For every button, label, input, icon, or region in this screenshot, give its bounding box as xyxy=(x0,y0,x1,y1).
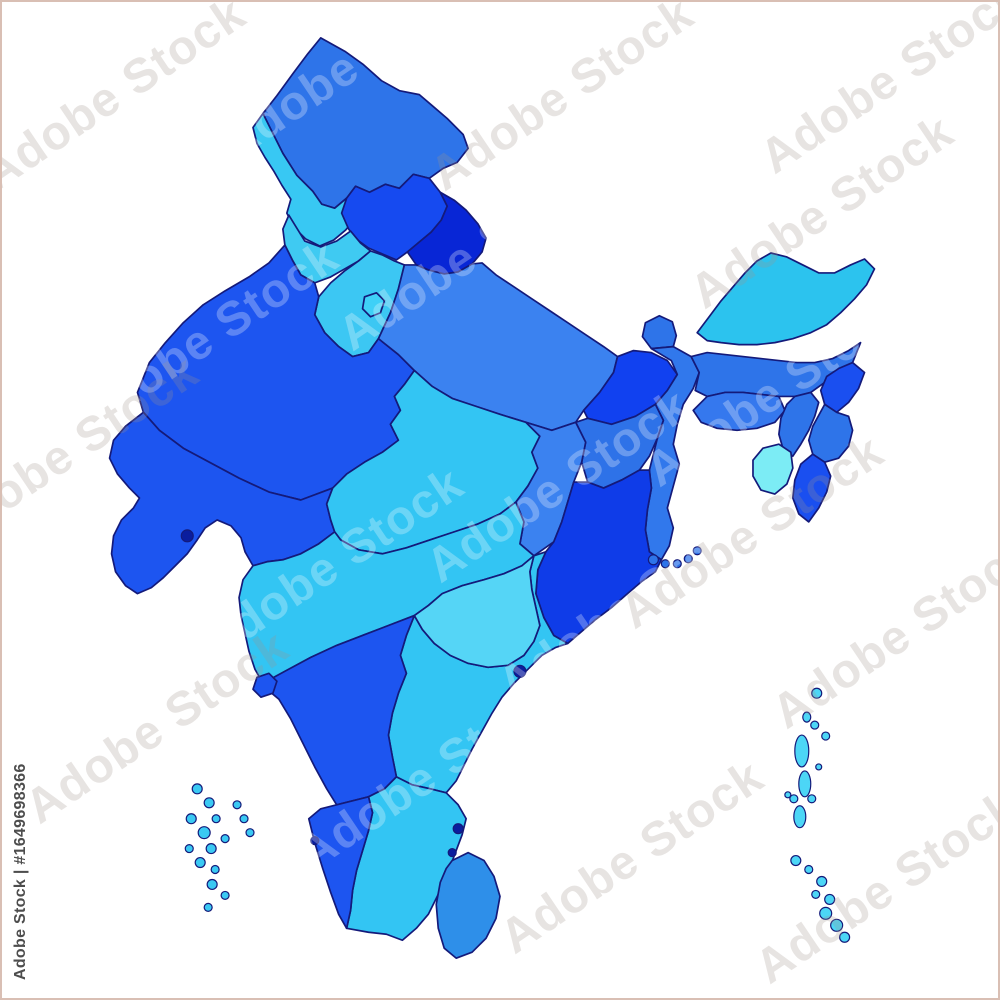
andaman-island xyxy=(794,734,810,768)
region-tripura xyxy=(752,443,794,495)
sundarbans-islet xyxy=(683,554,693,564)
andaman-island xyxy=(807,794,817,804)
andaman-island xyxy=(810,720,820,730)
enclave-diu xyxy=(180,529,194,543)
map-regions-group xyxy=(108,37,876,960)
region-delhi xyxy=(361,291,386,318)
nicobar-island xyxy=(816,875,828,888)
andaman-island xyxy=(815,763,823,771)
enclave-karaikal xyxy=(447,848,457,858)
enclave-yanam xyxy=(513,664,527,678)
lakshadweep-island xyxy=(239,814,249,824)
lakshadweep-island xyxy=(203,902,213,912)
lakshadweep-island xyxy=(245,828,255,838)
region-arunachal-pradesh xyxy=(696,252,876,346)
region-odisha xyxy=(535,469,663,645)
lakshadweep-island xyxy=(185,813,197,825)
region-sikkim xyxy=(641,314,678,350)
region-chhattisgarh xyxy=(515,421,587,557)
lakshadweep-island xyxy=(194,856,206,869)
lakshadweep-island xyxy=(197,826,211,840)
lakshadweep-island xyxy=(191,783,203,795)
region-jharkhand xyxy=(574,403,665,489)
lakshadweep-island xyxy=(203,797,215,809)
sundarbans-islet xyxy=(647,554,659,566)
nicobar-island xyxy=(811,889,821,899)
region-sri-lanka xyxy=(435,851,501,960)
sundarbans-islet xyxy=(692,546,702,556)
region-jammu-kashmir xyxy=(252,112,362,247)
region-meghalaya xyxy=(692,391,786,432)
enclave-puducherry xyxy=(452,823,464,835)
enclave-mahe xyxy=(310,836,320,846)
region-goa xyxy=(252,672,278,699)
sundarbans-islet xyxy=(660,559,670,569)
lakshadweep-island xyxy=(220,834,230,844)
lakshadweep-island xyxy=(206,878,218,891)
lakshadweep-island xyxy=(211,814,221,824)
nicobar-island xyxy=(790,854,802,867)
lakshadweep-island xyxy=(210,864,220,875)
sundarbans-islet xyxy=(672,559,682,569)
region-telangana xyxy=(413,554,541,669)
nicobar-island xyxy=(839,931,851,943)
lakshadweep-island xyxy=(205,843,217,855)
region-karnataka xyxy=(262,614,416,806)
andaman-island xyxy=(811,687,823,699)
andaman-island xyxy=(793,805,807,829)
region-kerala xyxy=(307,795,374,930)
andaman-island xyxy=(821,731,831,741)
lakshadweep-island xyxy=(184,844,194,854)
region-mizoram xyxy=(791,453,832,523)
andaman-island xyxy=(789,794,799,804)
nicobar-island xyxy=(804,864,814,875)
lakshadweep-island xyxy=(220,890,230,900)
stock-attribution-text: Adobe Stock | #1649698366 xyxy=(12,763,29,980)
region-assam-south xyxy=(778,391,820,458)
nicobar-island xyxy=(819,906,833,920)
andaman-island xyxy=(798,770,812,798)
nicobar-island xyxy=(830,918,844,932)
andaman-island xyxy=(784,791,792,799)
lakshadweep-island xyxy=(232,800,242,810)
nicobar-island xyxy=(824,893,836,905)
andaman-island xyxy=(802,711,812,723)
